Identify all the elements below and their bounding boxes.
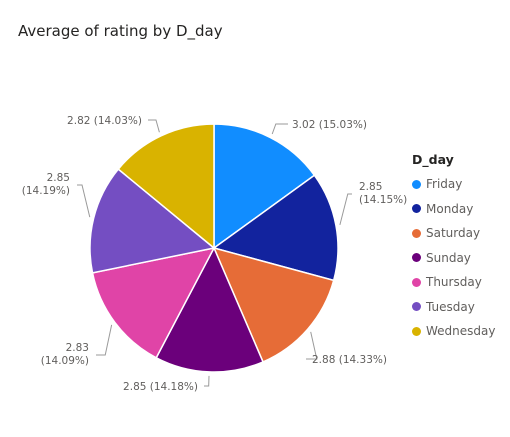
leader-line-monday xyxy=(339,193,352,226)
legend-label: Friday xyxy=(426,177,463,192)
pie-slice-saturday[interactable] xyxy=(212,246,335,363)
data-label-monday: 2.85 (14.15%) xyxy=(359,181,407,206)
legend: D_day Friday Monday Saturday Sunday Thursday… xyxy=(412,152,495,344)
legend-label: Monday xyxy=(426,201,474,216)
leader-line-wednesday xyxy=(148,119,160,133)
leader-line-tuesday xyxy=(77,184,91,218)
chart-title: Average of rating by D_day xyxy=(18,22,223,40)
pie-slice-monday[interactable] xyxy=(212,174,339,282)
pie-slice-thursday[interactable] xyxy=(91,246,216,359)
legend-item-saturday[interactable]: Saturday xyxy=(412,221,495,246)
legend-label: Thursday xyxy=(426,275,482,290)
data-label-tuesday: 2.85 (14.19%) xyxy=(22,172,70,197)
pie-slice-tuesday[interactable] xyxy=(89,168,216,274)
legend-item-sunday[interactable]: Sunday xyxy=(412,246,495,271)
legend-item-tuesday[interactable]: Tuesday xyxy=(412,295,495,320)
pie-slice-wednesday[interactable] xyxy=(117,123,215,250)
legend-swatch-icon xyxy=(412,326,421,336)
leader-line-friday xyxy=(271,123,288,135)
legend-title: D_day xyxy=(412,152,454,167)
data-label-sunday: 2.85 (14.18%) xyxy=(123,381,198,393)
legend-swatch-icon xyxy=(412,204,421,214)
data-label-saturday: 2.88 (14.33%) xyxy=(312,354,387,366)
data-label-friday: 3.02 (15.03%) xyxy=(292,119,367,131)
legend-swatch-icon xyxy=(412,302,421,312)
legend-item-wednesday[interactable]: Wednesday xyxy=(412,319,495,344)
legend-label: Sunday xyxy=(426,250,471,265)
legend-item-monday[interactable]: Monday xyxy=(412,197,495,222)
leader-line-sunday xyxy=(204,375,210,387)
pie-slice-sunday[interactable] xyxy=(155,246,265,373)
legend-swatch-icon xyxy=(412,228,421,238)
data-label-wednesday: 2.82 (14.03%) xyxy=(67,115,142,127)
legend-label: Wednesday xyxy=(426,324,496,339)
legend-item-friday[interactable]: Friday xyxy=(412,172,495,197)
leader-line-thursday xyxy=(96,324,113,356)
leader-line-saturday xyxy=(306,331,318,360)
legend-label: Saturday xyxy=(426,226,481,241)
legend-swatch-icon xyxy=(412,179,421,189)
legend-swatch-icon xyxy=(412,277,421,287)
pie-slice-friday[interactable] xyxy=(213,123,316,250)
legend-item-thursday[interactable]: Thursday xyxy=(412,270,495,295)
legend-label: Tuesday xyxy=(426,299,475,314)
data-label-thursday: 2.83 (14.09%) xyxy=(41,342,89,367)
legend-swatch-icon xyxy=(412,253,421,263)
